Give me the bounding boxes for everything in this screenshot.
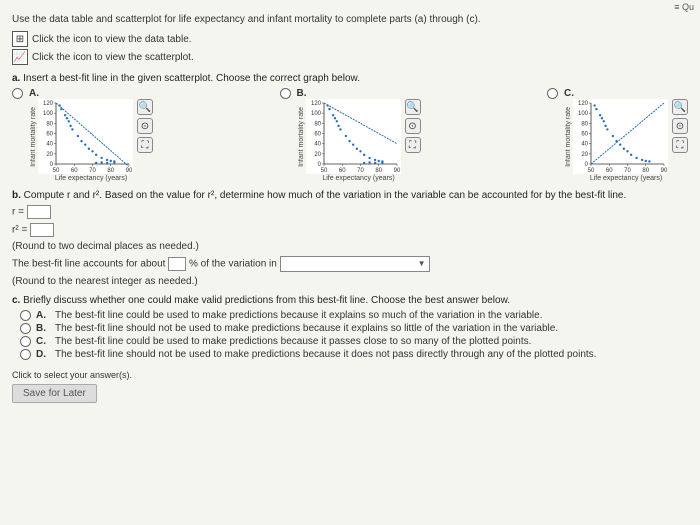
xlabel-b: Life expectancy (years) [297, 175, 421, 182]
svg-text:100: 100 [578, 111, 589, 117]
table-icon[interactable]: ⊞ [12, 31, 28, 47]
svg-text:60: 60 [606, 168, 613, 174]
chart-b-label: B. [297, 88, 421, 99]
chart-c-label: C. [564, 88, 688, 99]
table-link[interactable]: Click the icon to view the data table. [32, 34, 192, 45]
zoom-in-icon[interactable]: 🔍 [672, 99, 688, 115]
svg-text:60: 60 [581, 132, 588, 138]
mc-letter: A. [36, 310, 50, 321]
r2-label: r² = [12, 225, 27, 236]
svg-text:50: 50 [588, 168, 595, 174]
svg-text:80: 80 [107, 168, 114, 174]
chart-c-svg: 1201008060402005060708090 [573, 99, 668, 174]
zoom-reset-icon[interactable]: ⊙ [137, 118, 153, 134]
variable-dropdown[interactable] [280, 256, 430, 272]
mc-text: The best-fit line could be used to make … [55, 336, 531, 347]
svg-text:50: 50 [320, 168, 327, 174]
mc-text: The best-fit line should not be used to … [55, 323, 558, 334]
mc-choices: A. The best-fit line could be used to mak… [20, 310, 688, 360]
r2-input[interactable] [30, 223, 54, 237]
svg-text:70: 70 [624, 168, 631, 174]
ylabel-c: Infant mortality rate [564, 107, 573, 167]
chart-option-b: B. Infant mortality rate 120100806040200… [280, 88, 421, 182]
svg-text:60: 60 [46, 132, 53, 138]
top-tab: Qu [674, 2, 694, 12]
zoom-full-icon[interactable]: ⛶ [137, 137, 153, 153]
svg-text:20: 20 [314, 152, 321, 158]
click-note: Click to select your answer(s). [12, 370, 688, 380]
zoom-reset-icon[interactable]: ⊙ [672, 118, 688, 134]
chart-option-a: A. Infant mortality rate 120100806040200… [12, 88, 153, 182]
intro-text: Use the data table and scatterplot for l… [12, 14, 688, 25]
chart-option-c: C. Infant mortality rate 120100806040200… [547, 88, 688, 182]
svg-text:40: 40 [46, 142, 53, 148]
ylabel-a: Infant mortality rate [29, 107, 38, 167]
part-b-label: b. Compute r and r². Based on the value … [12, 190, 688, 201]
top-tab-label: Qu [682, 2, 694, 12]
xlabel-c: Life expectancy (years) [564, 175, 688, 182]
svg-text:70: 70 [357, 168, 364, 174]
round-note-2: (Round to the nearest integer as needed.… [12, 276, 688, 287]
svg-text:20: 20 [581, 152, 588, 158]
svg-text:100: 100 [310, 111, 321, 117]
radio-mc-d[interactable] [20, 349, 31, 360]
svg-text:100: 100 [43, 111, 54, 117]
r-input[interactable] [27, 205, 51, 219]
sentence-post: % of the variation in [189, 259, 277, 270]
mc-text: The best-fit line could be used to make … [55, 310, 543, 321]
pct-input[interactable] [168, 257, 186, 271]
svg-text:80: 80 [581, 121, 588, 127]
radio-mc-c[interactable] [20, 336, 31, 347]
xlabel-a: Life expectancy (years) [29, 175, 153, 182]
svg-text:50: 50 [53, 168, 60, 174]
svg-text:60: 60 [71, 168, 78, 174]
svg-text:40: 40 [581, 142, 588, 148]
svg-text:60: 60 [338, 168, 345, 174]
svg-text:80: 80 [375, 168, 382, 174]
radio-c[interactable] [547, 88, 558, 99]
zoom-full-icon[interactable]: ⛶ [405, 137, 421, 153]
round-note-1: (Round to two decimal places as needed.) [12, 241, 688, 252]
svg-text:20: 20 [46, 152, 53, 158]
svg-text:40: 40 [314, 142, 321, 148]
scatter-link[interactable]: Click the icon to view the scatterplot. [32, 52, 194, 63]
svg-text:120: 120 [310, 101, 321, 107]
ylabel-b: Infant mortality rate [297, 107, 306, 167]
svg-text:90: 90 [661, 168, 668, 174]
mc-text: The best-fit line should not be used to … [55, 349, 596, 360]
svg-text:90: 90 [393, 168, 400, 174]
svg-text:70: 70 [89, 168, 96, 174]
chart-a-svg: 1201008060402005060708090 [38, 99, 133, 174]
save-button[interactable]: Save for Later [12, 384, 97, 403]
charts-row: A. Infant mortality rate 120100806040200… [12, 88, 688, 182]
zoom-reset-icon[interactable]: ⊙ [405, 118, 421, 134]
svg-text:120: 120 [43, 101, 54, 107]
svg-text:60: 60 [314, 132, 321, 138]
svg-text:90: 90 [126, 168, 133, 174]
r-label: r = [12, 207, 24, 218]
radio-mc-a[interactable] [20, 310, 31, 321]
svg-text:80: 80 [46, 121, 53, 127]
radio-b[interactable] [280, 88, 291, 99]
part-c-label: c. Briefly discuss whether one could mak… [12, 295, 688, 306]
sentence-pre: The best-fit line accounts for about [12, 259, 165, 270]
zoom-in-icon[interactable]: 🔍 [405, 99, 421, 115]
part-a-label: a. Insert a best-fit line in the given s… [12, 73, 688, 84]
chart-b-svg: 1201008060402005060708090 [306, 99, 401, 174]
mc-letter: C. [36, 336, 50, 347]
zoom-full-icon[interactable]: ⛶ [672, 137, 688, 153]
svg-text:80: 80 [314, 121, 321, 127]
mc-letter: B. [36, 323, 50, 334]
svg-text:80: 80 [642, 168, 649, 174]
scatter-icon[interactable]: 📈 [12, 49, 28, 65]
svg-text:120: 120 [578, 101, 589, 107]
mc-letter: D. [36, 349, 50, 360]
chart-a-label: A. [29, 88, 153, 99]
zoom-in-icon[interactable]: 🔍 [137, 99, 153, 115]
radio-a[interactable] [12, 88, 23, 99]
radio-mc-b[interactable] [20, 323, 31, 334]
